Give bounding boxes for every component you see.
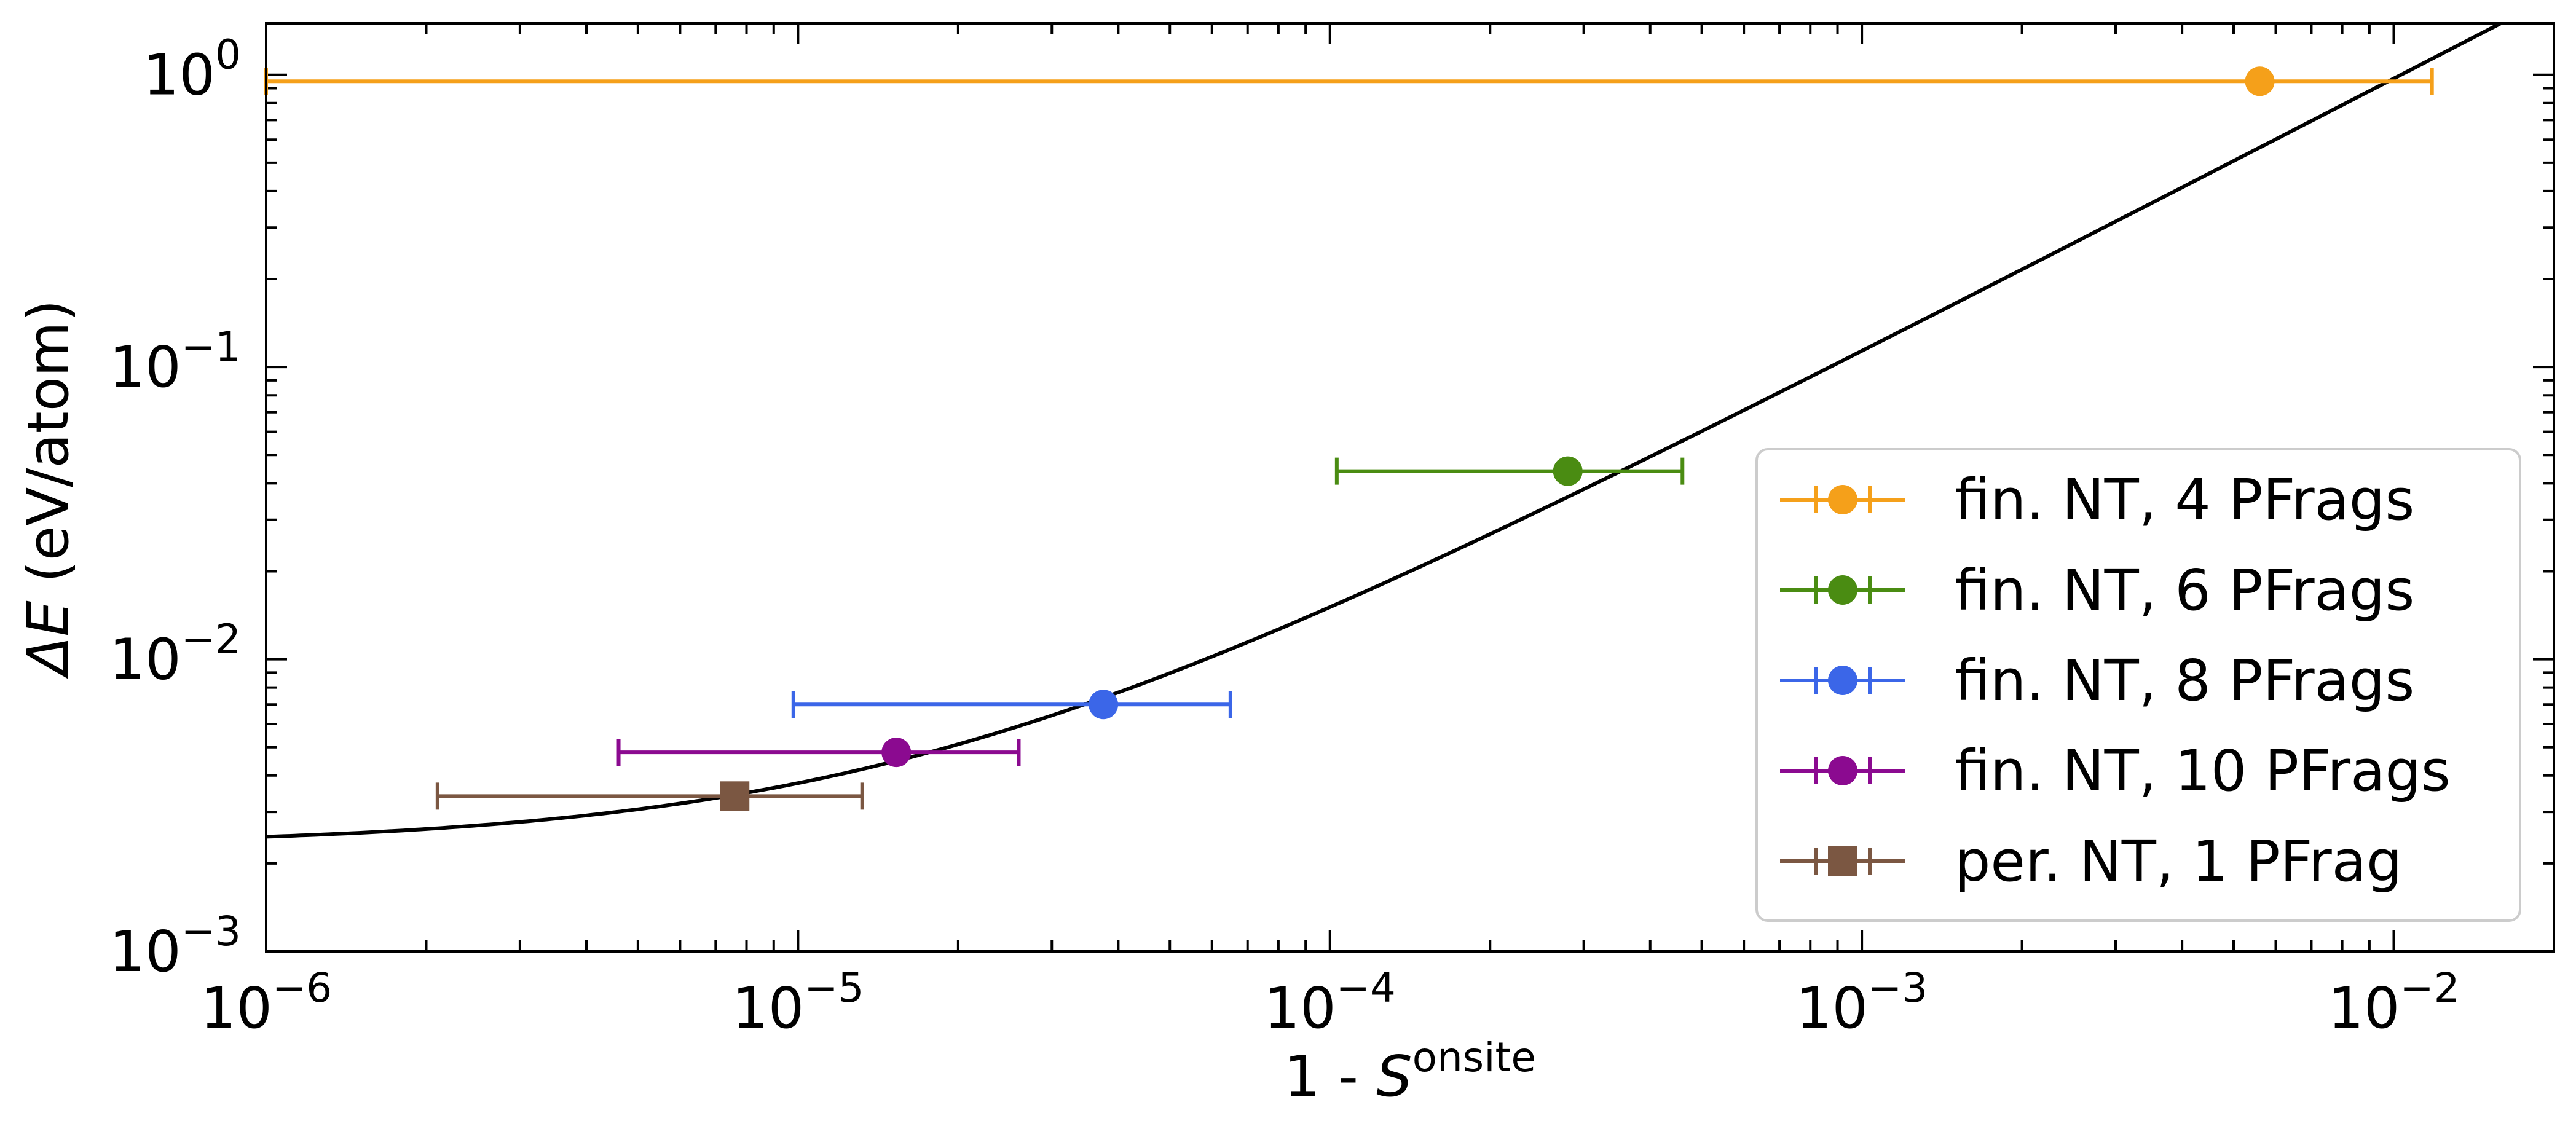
legend-entry: fin. NT, 6 PFrags	[1780, 557, 2414, 623]
y-tick-label-base: 10	[143, 42, 215, 108]
data-marker	[2245, 66, 2275, 96]
x-tick-label-base: 10	[200, 975, 272, 1041]
fit-curve	[266, 23, 2505, 839]
data-marker	[720, 781, 750, 811]
y-tick-label-base: 10	[109, 334, 181, 400]
y-tick-label-base: 10	[109, 627, 181, 693]
legend-label: per. NT, 1 PFrag	[1955, 828, 2402, 894]
y-tick-label: 10−1	[109, 323, 241, 400]
x-tick-label-base: 10	[732, 975, 804, 1041]
series-point	[1334, 456, 1685, 486]
legend-marker	[1828, 485, 1857, 514]
y-tick-label: 10−2	[109, 616, 241, 693]
series-point	[435, 781, 864, 811]
x-tick-label-exp: −6	[272, 964, 332, 1012]
legend-entry: fin. NT, 8 PFrags	[1780, 648, 2414, 714]
legend-entry: per. NT, 1 PFrag	[1780, 828, 2402, 894]
y-tick-label-exp: 0	[215, 31, 241, 79]
data-marker	[1089, 690, 1119, 720]
x-axis-label-sup: onsite	[1412, 1034, 1536, 1081]
y-tick-label: 100	[143, 31, 241, 108]
data-marker	[1553, 456, 1583, 486]
x-axis-label-prefix: 1 -	[1284, 1044, 1376, 1109]
x-tick-label: 10−6	[200, 964, 332, 1041]
data-marker	[881, 738, 912, 768]
legend-marker	[1828, 575, 1857, 605]
y-axis-label-unit: (eV/atom)	[15, 300, 81, 601]
x-tick-label-exp: −5	[804, 964, 864, 1012]
x-tick-label-base: 10	[2328, 975, 2400, 1041]
legend-entry: fin. NT, 4 PFrags	[1780, 467, 2414, 533]
x-tick-labels: 10−6 10−5 10−4 10−3 10−2	[200, 964, 2460, 1041]
x-tick-label: 10−2	[2328, 964, 2459, 1041]
legend-marker	[1828, 756, 1857, 785]
x-axis-label: 1 - Sonsite	[1284, 1034, 1536, 1109]
x-tick-label-base: 10	[1796, 975, 1868, 1041]
x-tick-label: 10−4	[1264, 964, 1396, 1041]
legend-label: fin. NT, 4 PFrags	[1955, 467, 2414, 533]
x-tick-label: 10−3	[1796, 964, 1928, 1041]
y-tick-label-exp: −1	[181, 323, 241, 371]
legend: fin. NT, 4 PFrags fin. NT, 6 PFrags fin. N…	[1755, 448, 2521, 922]
x-tick-label-base: 10	[1264, 975, 1336, 1041]
series-point	[616, 738, 1021, 768]
legend-marker	[1828, 666, 1857, 695]
legend-entry: fin. NT, 10 PFrags	[1780, 738, 2451, 804]
legend-marker	[1828, 846, 1857, 876]
y-tick-label-base: 10	[109, 919, 181, 985]
axis-ticks	[265, 23, 2555, 953]
x-tick-label: 10−5	[732, 964, 864, 1041]
x-tick-label-exp: −3	[1868, 964, 1928, 1012]
legend-label: fin. NT, 8 PFrags	[1955, 648, 2414, 714]
fit-curve-layer	[266, 23, 2505, 839]
y-axis-label: ΔE (eV/atom)	[15, 300, 81, 679]
legend-label: fin. NT, 6 PFrags	[1955, 557, 2414, 623]
y-tick-label: 10−3	[109, 908, 241, 985]
x-tick-label-exp: −2	[2400, 964, 2459, 1012]
series-point	[791, 690, 1232, 720]
x-axis-label-symbol: S	[1376, 1044, 1412, 1109]
y-axis-label-symbol: ΔE	[15, 600, 81, 679]
plot-frame	[265, 22, 2555, 953]
y-tick-label-exp: −2	[181, 616, 241, 663]
x-tick-label-exp: −4	[1336, 964, 1396, 1012]
y-tick-label-exp: −3	[181, 908, 241, 955]
legend-frame	[1755, 448, 2521, 922]
legend-label: fin. NT, 10 PFrags	[1955, 738, 2451, 804]
